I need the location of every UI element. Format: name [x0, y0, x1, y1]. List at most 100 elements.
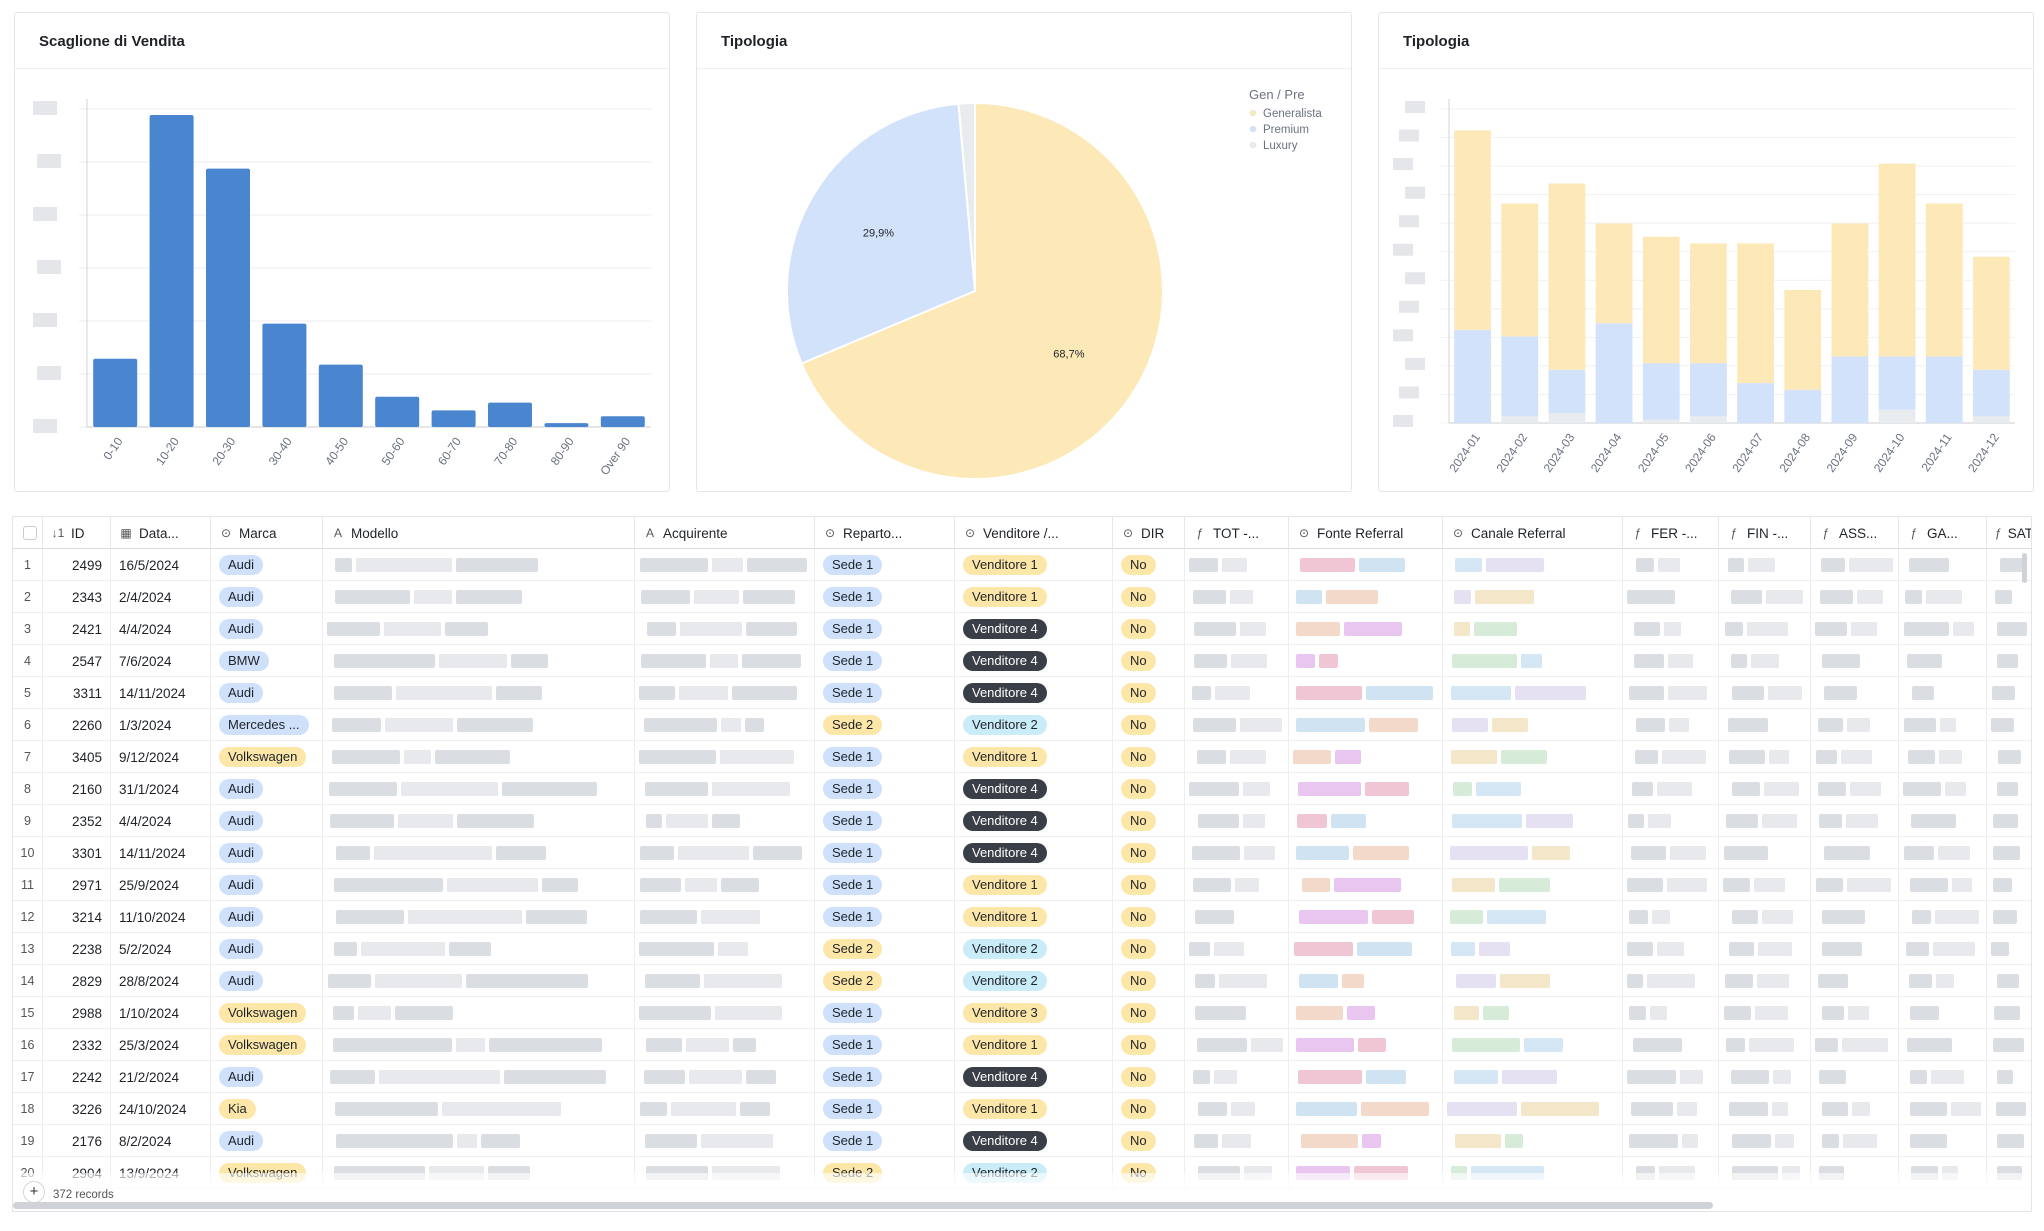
cell-rep[interactable]: Sede 1 — [815, 677, 955, 709]
cell-canale-redacted[interactable] — [1443, 741, 1623, 773]
cell-modello-redacted[interactable] — [323, 965, 635, 997]
cell-canale-redacted[interactable] — [1443, 613, 1623, 645]
cell-modello-redacted[interactable] — [323, 805, 635, 837]
cell-marca[interactable]: Kia — [211, 1093, 323, 1125]
cell-sat-redacted[interactable] — [1987, 869, 2031, 901]
cell-rep[interactable]: Sede 1 — [815, 805, 955, 837]
horizontal-scrollbar[interactable] — [13, 1202, 1713, 1209]
column-header-tot[interactable]: ƒ TOT -... — [1185, 517, 1289, 549]
cell-ga-redacted[interactable] — [1899, 645, 1987, 677]
cell-ass-redacted[interactable] — [1811, 1125, 1899, 1157]
table-row[interactable]: 9 2352 4/4/2024 Audi Sede 1 Venditore 4 No — [13, 805, 2031, 837]
table-row[interactable]: 11 2971 25/9/2024 Audi Sede 1 Venditore 1 No — [13, 869, 2031, 901]
column-header-acq[interactable]: A Acquirente — [635, 517, 815, 549]
cell-date[interactable]: 14/11/2024 — [111, 837, 211, 869]
cell-date[interactable]: 25/9/2024 — [111, 869, 211, 901]
cell-fer-redacted[interactable] — [1623, 1125, 1719, 1157]
cell-ga-redacted[interactable] — [1899, 741, 1987, 773]
cell-rep[interactable]: Sede 2 — [815, 965, 955, 997]
cell-dir[interactable]: No — [1113, 1061, 1185, 1093]
cell-rep[interactable]: Sede 1 — [815, 1093, 955, 1125]
column-header-dir[interactable]: ⊙ DIR — [1113, 517, 1185, 549]
cell-ass-redacted[interactable] — [1811, 965, 1899, 997]
row-number[interactable]: 3 — [13, 613, 43, 645]
cell-ga-redacted[interactable] — [1899, 933, 1987, 965]
row-number[interactable]: 10 — [13, 837, 43, 869]
cell-ass-redacted[interactable] — [1811, 933, 1899, 965]
cell-tot-redacted[interactable] — [1185, 869, 1289, 901]
cell-sat-redacted[interactable] — [1987, 837, 2031, 869]
cell-id[interactable]: 2176 — [43, 1125, 111, 1157]
cell-fin-redacted[interactable] — [1719, 837, 1811, 869]
cell-modello-redacted[interactable] — [323, 773, 635, 805]
cell-modello-redacted[interactable] — [323, 1125, 635, 1157]
cell-vend[interactable]: Venditore 4 — [955, 773, 1113, 805]
row-number[interactable]: 16 — [13, 1029, 43, 1061]
cell-fin-redacted[interactable] — [1719, 549, 1811, 581]
cell-canale-redacted[interactable] — [1443, 901, 1623, 933]
cell-id[interactable]: 2242 — [43, 1061, 111, 1093]
cell-id[interactable]: 2332 — [43, 1029, 111, 1061]
cell-acq-redacted[interactable] — [635, 997, 815, 1029]
cell-fin-redacted[interactable] — [1719, 869, 1811, 901]
vertical-scrollbar[interactable] — [2022, 553, 2027, 583]
cell-canale-redacted[interactable] — [1443, 933, 1623, 965]
cell-ga-redacted[interactable] — [1899, 869, 1987, 901]
cell-ga-redacted[interactable] — [1899, 613, 1987, 645]
cell-vend[interactable]: Venditore 4 — [955, 1061, 1113, 1093]
cell-canale-redacted[interactable] — [1443, 1093, 1623, 1125]
cell-modello-redacted[interactable] — [323, 677, 635, 709]
cell-ass-redacted[interactable] — [1811, 709, 1899, 741]
cell-modello-redacted[interactable] — [323, 1029, 635, 1061]
cell-vend[interactable]: Venditore 4 — [955, 645, 1113, 677]
cell-date[interactable]: 25/3/2024 — [111, 1029, 211, 1061]
cell-dir[interactable]: No — [1113, 645, 1185, 677]
cell-fonte-redacted[interactable] — [1289, 805, 1443, 837]
cell-tot-redacted[interactable] — [1185, 1061, 1289, 1093]
cell-ga-redacted[interactable] — [1899, 837, 1987, 869]
cell-tot-redacted[interactable] — [1185, 1093, 1289, 1125]
cell-vend[interactable]: Venditore 1 — [955, 1093, 1113, 1125]
cell-fonte-redacted[interactable] — [1289, 709, 1443, 741]
column-header-fin[interactable]: ƒ FIN -... — [1719, 517, 1811, 549]
cell-tot-redacted[interactable] — [1185, 965, 1289, 997]
cell-modello-redacted[interactable] — [323, 901, 635, 933]
cell-tot-redacted[interactable] — [1185, 1125, 1289, 1157]
cell-dir[interactable]: No — [1113, 1093, 1185, 1125]
cell-modello-redacted[interactable] — [323, 1093, 635, 1125]
cell-sat-redacted[interactable] — [1987, 1061, 2031, 1093]
cell-acq-redacted[interactable] — [635, 933, 815, 965]
table-row[interactable]: 17 2242 21/2/2024 Audi Sede 1 Venditore 4 No — [13, 1061, 2031, 1093]
cell-fer-redacted[interactable] — [1623, 965, 1719, 997]
cell-marca[interactable]: Audi — [211, 1125, 323, 1157]
row-number[interactable]: 13 — [13, 933, 43, 965]
cell-fer-redacted[interactable] — [1623, 1093, 1719, 1125]
cell-ass-redacted[interactable] — [1811, 773, 1899, 805]
cell-fonte-redacted[interactable] — [1289, 901, 1443, 933]
cell-date[interactable]: 9/12/2024 — [111, 741, 211, 773]
cell-vend[interactable]: Venditore 1 — [955, 741, 1113, 773]
cell-fer-redacted[interactable] — [1623, 709, 1719, 741]
cell-fin-redacted[interactable] — [1719, 805, 1811, 837]
cell-fonte-redacted[interactable] — [1289, 741, 1443, 773]
row-number[interactable]: 15 — [13, 997, 43, 1029]
cell-id[interactable]: 2160 — [43, 773, 111, 805]
cell-vend[interactable]: Venditore 1 — [955, 1029, 1113, 1061]
cell-modello-redacted[interactable] — [323, 581, 635, 613]
cell-sat-redacted[interactable] — [1987, 965, 2031, 997]
cell-fin-redacted[interactable] — [1719, 1061, 1811, 1093]
cell-fer-redacted[interactable] — [1623, 869, 1719, 901]
cell-sat-redacted[interactable] — [1987, 933, 2031, 965]
cell-marca[interactable]: Audi — [211, 677, 323, 709]
cell-acq-redacted[interactable] — [635, 645, 815, 677]
table-row[interactable]: 3 2421 4/4/2024 Audi Sede 1 Venditore 4 No — [13, 613, 2031, 645]
table-row[interactable]: 16 2332 25/3/2024 Volkswagen Sede 1 Venditore… — [13, 1029, 2031, 1061]
cell-modello-redacted[interactable] — [323, 837, 635, 869]
cell-dir[interactable]: No — [1113, 773, 1185, 805]
cell-sat-redacted[interactable] — [1987, 549, 2031, 581]
cell-marca[interactable]: Audi — [211, 805, 323, 837]
cell-vend[interactable]: Venditore 1 — [955, 869, 1113, 901]
cell-sat-redacted[interactable] — [1987, 709, 2031, 741]
cell-date[interactable]: 21/2/2024 — [111, 1061, 211, 1093]
table-row[interactable]: 15 2988 1/10/2024 Volkswagen Sede 1 Venditore… — [13, 997, 2031, 1029]
